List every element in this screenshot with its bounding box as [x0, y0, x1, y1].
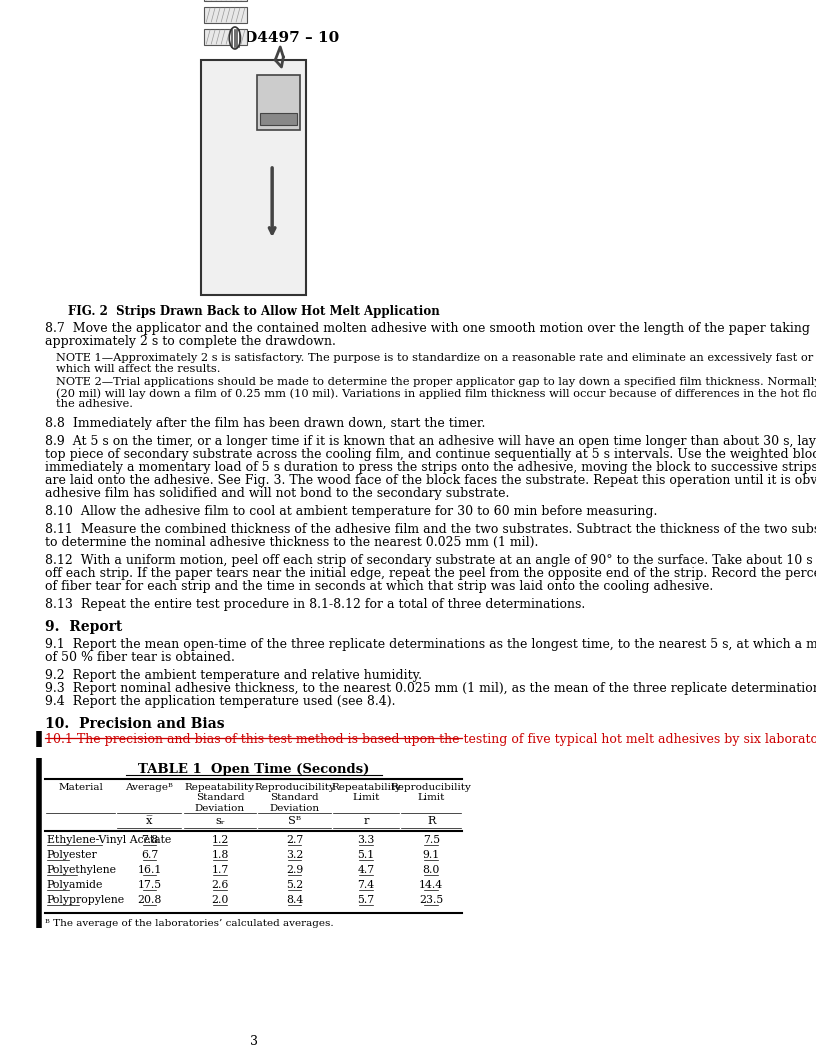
Text: TABLE 1  Open Time (Seconds): TABLE 1 Open Time (Seconds) [138, 763, 369, 776]
Text: adhesive film has solidified and will not bond to the secondary substrate.: adhesive film has solidified and will no… [45, 487, 509, 499]
Text: the adhesive.: the adhesive. [56, 399, 133, 409]
Text: Reproducibility
Standard
Deviation: Reproducibility Standard Deviation [254, 782, 335, 813]
Text: 9.2  Report the ambient temperature and relative humidity.: 9.2 Report the ambient temperature and r… [45, 670, 422, 682]
Text: 4.7: 4.7 [357, 865, 375, 875]
Text: NOTE 2—Trial applications should be made to determine the proper applicator gap : NOTE 2—Trial applications should be made… [56, 377, 816, 386]
Text: R: R [427, 816, 436, 826]
Text: 8.13  Repeat the entire test procedure in 8.1-8.12 for a total of three determin: 8.13 Repeat the entire test procedure in… [45, 598, 585, 611]
Text: 5.2: 5.2 [286, 880, 304, 890]
Text: 9.3  Report nominal adhesive thickness, to the nearest 0.025 mm (1 mil), as the : 9.3 Report nominal adhesive thickness, t… [45, 682, 816, 695]
Text: Ethylene-Vinyl Acetate: Ethylene-Vinyl Acetate [47, 835, 171, 845]
Text: (20 mil) will lay down a film of 0.25 mm (10 mil). Variations in applied film th: (20 mil) will lay down a film of 0.25 mm… [56, 388, 816, 398]
Text: Polypropylene: Polypropylene [47, 895, 125, 905]
Text: 8.11  Measure the combined thickness of the adhesive film and the two substrates: 8.11 Measure the combined thickness of t… [45, 523, 816, 536]
FancyBboxPatch shape [204, 29, 247, 45]
Text: 9.1  Report the mean open-time of the three replicate determinations as the long: 9.1 Report the mean open-time of the thr… [45, 638, 816, 650]
Text: 7.5: 7.5 [423, 835, 440, 845]
Text: 2.7: 2.7 [286, 835, 304, 845]
Text: 6.7: 6.7 [141, 850, 158, 860]
FancyBboxPatch shape [201, 60, 306, 295]
Text: 8.4: 8.4 [286, 895, 304, 905]
Text: Polyamide: Polyamide [47, 880, 103, 890]
Text: 5.7: 5.7 [357, 895, 375, 905]
Text: 3: 3 [250, 1035, 258, 1048]
Text: 8.7  Move the applicator and the contained molten adhesive with one smooth motio: 8.7 Move the applicator and the containe… [45, 322, 809, 335]
Text: Averageᴮ: Averageᴮ [126, 782, 173, 792]
Text: 7.4: 7.4 [357, 880, 375, 890]
Text: immediately a momentary load of 5 s duration to press the strips onto the adhesi: immediately a momentary load of 5 s dura… [45, 461, 816, 474]
Text: 7.8: 7.8 [141, 835, 158, 845]
Text: Reproducibility
Limit: Reproducibility Limit [391, 782, 472, 803]
Text: which will affect the results.: which will affect the results. [56, 364, 220, 374]
FancyBboxPatch shape [259, 113, 297, 125]
Text: Polyethylene: Polyethylene [47, 865, 117, 875]
Text: 8.9  At 5 s on the timer, or a longer time if it is known that an adhesive will : 8.9 At 5 s on the timer, or a longer tim… [45, 435, 816, 448]
Text: 14.4: 14.4 [419, 880, 443, 890]
Text: 10.  Precision and Bias: 10. Precision and Bias [45, 717, 224, 731]
Text: 1.8: 1.8 [211, 850, 228, 860]
Text: r: r [363, 816, 369, 826]
Text: 2.6: 2.6 [211, 880, 228, 890]
Text: 8.0: 8.0 [423, 865, 440, 875]
Text: D4497 – 10: D4497 – 10 [243, 31, 339, 45]
Text: 2.0: 2.0 [211, 895, 228, 905]
Text: 17.5: 17.5 [137, 880, 162, 890]
Text: 8.8  Immediately after the film has been drawn down, start the timer.: 8.8 Immediately after the film has been … [45, 417, 486, 430]
Text: Material: Material [58, 782, 103, 792]
Text: 8.10  Allow the adhesive film to cool at ambient temperature for 30 to 60 min be: 8.10 Allow the adhesive film to cool at … [45, 505, 657, 518]
Text: Repeatability
Standard
Deviation: Repeatability Standard Deviation [185, 782, 255, 813]
Text: approximately 2 s to complete the drawdown.: approximately 2 s to complete the drawdo… [45, 335, 335, 348]
Text: 16.1: 16.1 [137, 865, 162, 875]
Text: Sᴮ: Sᴮ [288, 816, 301, 826]
Text: top piece of secondary substrate across the cooling film, and continue sequentia: top piece of secondary substrate across … [45, 448, 816, 461]
FancyBboxPatch shape [256, 75, 300, 130]
Text: 9.4  Report the application temperature used (see 8.4).: 9.4 Report the application temperature u… [45, 695, 395, 708]
Text: 9.  Report: 9. Report [45, 620, 122, 634]
Text: of fiber tear for each strip and the time in seconds at which that strip was lai: of fiber tear for each strip and the tim… [45, 580, 713, 593]
Text: 20.8: 20.8 [137, 895, 162, 905]
Text: 1.7: 1.7 [211, 865, 228, 875]
Text: 23.5: 23.5 [419, 895, 443, 905]
Text: 1.2: 1.2 [211, 835, 228, 845]
Ellipse shape [229, 27, 241, 49]
Text: Polyester: Polyester [47, 850, 97, 860]
Text: x̅: x̅ [146, 816, 153, 826]
Text: of 50 % fiber tear is obtained.: of 50 % fiber tear is obtained. [45, 650, 235, 664]
Text: 5.1: 5.1 [357, 850, 375, 860]
Text: are laid onto the adhesive. See Fig. 3. The wood face of the block faces the sub: are laid onto the adhesive. See Fig. 3. … [45, 474, 816, 487]
Text: to determine the nominal adhesive thickness to the nearest 0.025 mm (1 mil).: to determine the nominal adhesive thickn… [45, 536, 538, 549]
Text: 2.9: 2.9 [286, 865, 304, 875]
FancyBboxPatch shape [204, 7, 247, 23]
Text: 3.2: 3.2 [286, 850, 304, 860]
Text: 3.3: 3.3 [357, 835, 375, 845]
Text: FIG. 2  Strips Drawn Back to Allow Hot Melt Application: FIG. 2 Strips Drawn Back to Allow Hot Me… [68, 305, 439, 318]
Text: off each strip. If the paper tears near the initial edge, repeat the peel from t: off each strip. If the paper tears near … [45, 567, 816, 580]
Text: 9.1: 9.1 [423, 850, 440, 860]
Text: sᵣ: sᵣ [215, 816, 225, 826]
Text: ᴮ The average of the laboratories’ calculated averages.: ᴮ The average of the laboratories’ calcu… [45, 919, 334, 928]
Text: Repeatability
Limit: Repeatability Limit [331, 782, 401, 803]
Text: NOTE 1—Approximately 2 s is satisfactory. The purpose is to standardize on a rea: NOTE 1—Approximately 2 s is satisfactory… [56, 353, 816, 363]
Text: 8.12  With a uniform motion, peel off each strip of secondary substrate at an an: 8.12 With a uniform motion, peel off eac… [45, 554, 816, 567]
Text: 10.1 The precision and bias of this test method is based upon the testing of fiv: 10.1 The precision and bias of this test… [45, 733, 816, 746]
